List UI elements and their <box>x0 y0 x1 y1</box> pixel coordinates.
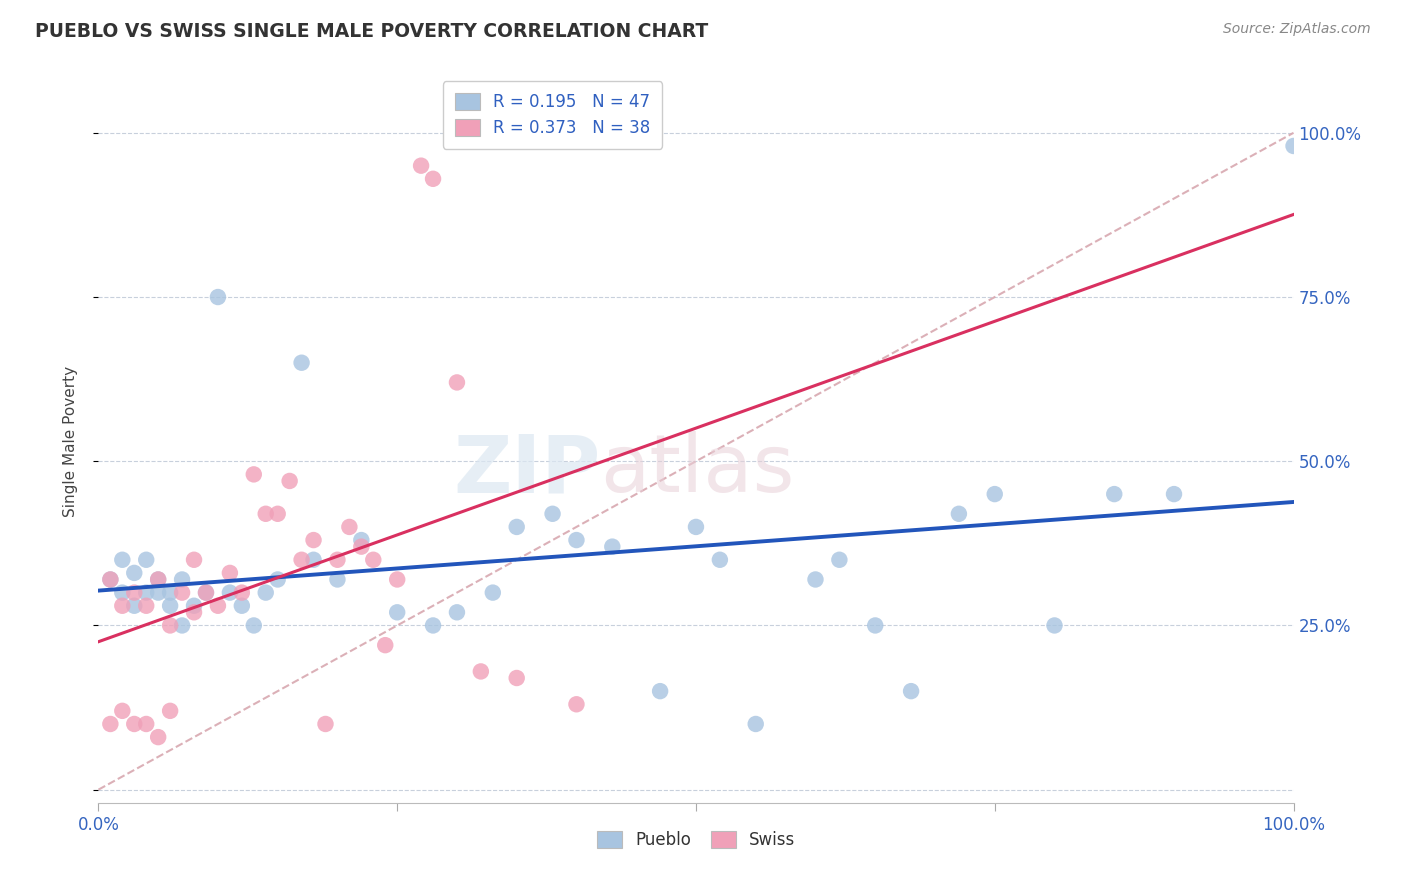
Point <box>291 553 314 567</box>
Point <box>159 704 181 718</box>
Point <box>135 599 157 613</box>
Point <box>1043 618 1066 632</box>
Text: ZIP: ZIP <box>453 432 600 509</box>
Point <box>243 467 266 482</box>
Point <box>326 553 349 567</box>
Point <box>98 717 122 731</box>
Point <box>159 585 181 599</box>
Point <box>254 585 277 599</box>
Point <box>267 507 290 521</box>
Point <box>745 717 768 731</box>
Point <box>231 599 253 613</box>
Point <box>124 566 146 580</box>
Point <box>183 599 205 613</box>
Point <box>350 533 373 547</box>
Point <box>267 573 290 587</box>
Point <box>422 171 444 186</box>
Point <box>124 599 146 613</box>
Point <box>219 566 242 580</box>
Point <box>148 573 170 587</box>
Point <box>506 671 529 685</box>
Point <box>302 533 325 547</box>
Point <box>470 665 492 679</box>
Point <box>195 585 218 599</box>
Point <box>195 585 218 599</box>
Point <box>1104 487 1126 501</box>
Point <box>219 585 242 599</box>
Point <box>254 507 277 521</box>
Point <box>124 585 146 599</box>
Point <box>243 618 266 632</box>
Point <box>159 618 181 632</box>
Point <box>124 717 146 731</box>
Point <box>865 618 887 632</box>
Text: Source: ZipAtlas.com: Source: ZipAtlas.com <box>1223 22 1371 37</box>
Point <box>207 290 229 304</box>
Point <box>446 376 468 390</box>
Point <box>446 605 468 619</box>
Point <box>411 159 433 173</box>
Point <box>278 474 301 488</box>
Point <box>172 573 194 587</box>
Point <box>291 356 314 370</box>
Point <box>541 507 564 521</box>
Point <box>685 520 707 534</box>
Point <box>183 553 205 567</box>
Point <box>385 605 409 619</box>
Point <box>374 638 396 652</box>
Point <box>183 605 205 619</box>
Point <box>159 599 181 613</box>
Point <box>231 585 253 599</box>
Point <box>565 533 588 547</box>
Point <box>148 585 170 599</box>
Point <box>148 730 170 744</box>
Point <box>135 717 157 731</box>
Point <box>148 573 170 587</box>
Point <box>350 540 373 554</box>
Point <box>828 553 851 567</box>
Point <box>804 573 827 587</box>
Point <box>302 553 325 567</box>
Legend: Pueblo, Swiss: Pueblo, Swiss <box>591 824 801 856</box>
Point <box>339 520 361 534</box>
Point <box>385 573 409 587</box>
Point <box>326 573 349 587</box>
Point <box>315 717 337 731</box>
Point <box>709 553 731 567</box>
Text: atlas: atlas <box>600 432 794 509</box>
Point <box>506 520 529 534</box>
Point <box>98 573 122 587</box>
Point <box>1163 487 1185 501</box>
Point <box>111 704 134 718</box>
Point <box>172 618 194 632</box>
Text: PUEBLO VS SWISS SINGLE MALE POVERTY CORRELATION CHART: PUEBLO VS SWISS SINGLE MALE POVERTY CORR… <box>35 22 709 41</box>
Point <box>565 698 588 712</box>
Point <box>111 585 134 599</box>
Y-axis label: Single Male Poverty: Single Male Poverty <box>63 366 77 517</box>
Point <box>111 553 134 567</box>
Point <box>602 540 624 554</box>
Point <box>648 684 672 698</box>
Point <box>135 553 157 567</box>
Point <box>900 684 922 698</box>
Point <box>984 487 1007 501</box>
Point <box>172 585 194 599</box>
Point <box>98 573 122 587</box>
Point <box>481 585 505 599</box>
Point <box>1282 139 1305 153</box>
Point <box>111 599 134 613</box>
Point <box>422 618 444 632</box>
Point <box>207 599 229 613</box>
Point <box>363 553 385 567</box>
Point <box>135 585 157 599</box>
Point <box>948 507 970 521</box>
